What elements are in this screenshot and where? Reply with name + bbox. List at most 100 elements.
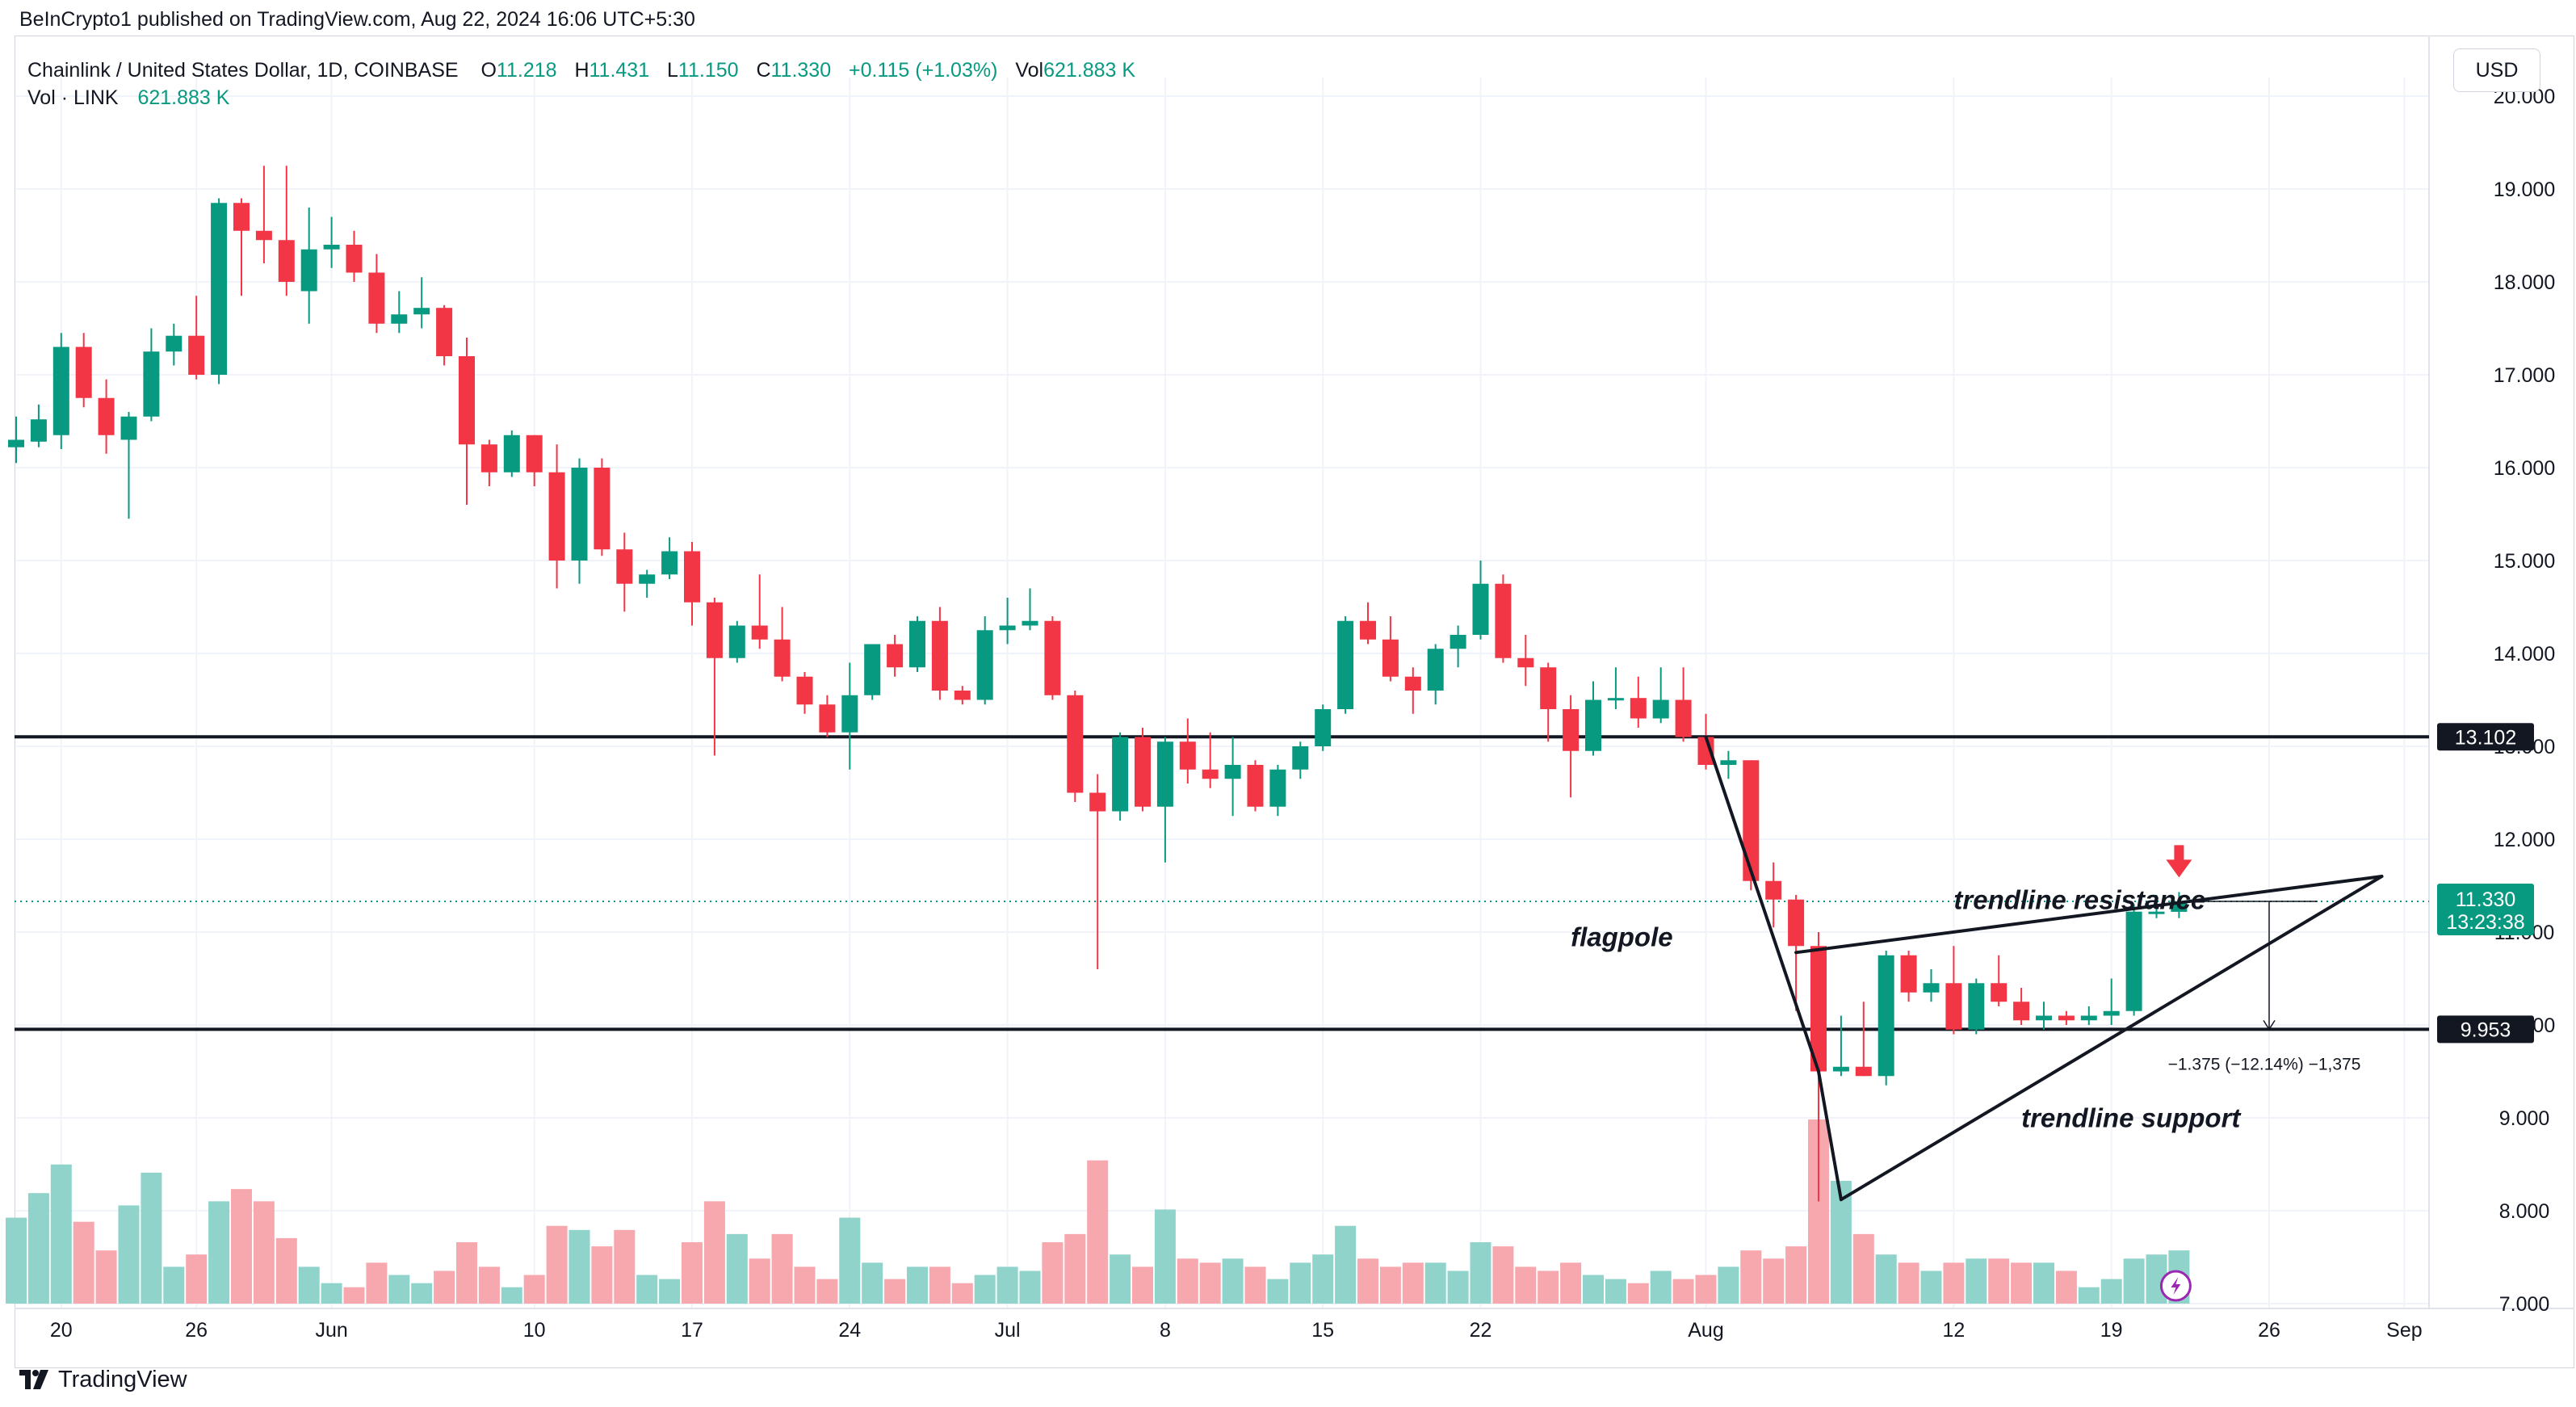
candle-body [1269, 769, 1286, 807]
candle-body [526, 435, 543, 472]
candle-body [1923, 983, 1940, 993]
currency-button[interactable]: USD [2453, 48, 2540, 92]
volume-bar [1966, 1258, 1987, 1304]
volume-bar [231, 1189, 252, 1304]
volume-bar [1267, 1279, 1289, 1304]
candle-body [1292, 746, 1309, 770]
candle-body [2080, 1015, 2097, 1021]
price-tick-label: 18.000 [2494, 271, 2555, 294]
legend-volume-row: Vol · LINK 621.883 K [27, 84, 1135, 111]
trendline-flagpole[interactable] [1704, 735, 1820, 1073]
candle-body [2103, 1010, 2120, 1016]
volume-bar [1379, 1266, 1401, 1304]
volume-bar [411, 1283, 433, 1304]
volume-bar [1538, 1270, 1559, 1304]
volume-bar [974, 1275, 996, 1304]
candle-body [548, 472, 565, 561]
horizontal-level-tag-bg [2437, 1015, 2534, 1044]
candle-body [2036, 1015, 2052, 1021]
candle-body [1495, 583, 1512, 658]
volume-bar [186, 1254, 208, 1304]
candle-body [2148, 911, 2165, 914]
last-price-tag: 11.330 [2456, 888, 2516, 911]
volume-bar [1335, 1225, 1357, 1304]
volume-bar [2078, 1287, 2100, 1304]
legend-high-value: 11.431 [589, 59, 650, 82]
candle-body [98, 397, 115, 435]
candle-body [300, 249, 317, 292]
candle-body [211, 203, 228, 375]
volume-bar [1898, 1262, 1919, 1304]
price-tick-label: 9.000 [2499, 1107, 2550, 1130]
price-tick-label: 12.000 [2494, 829, 2555, 851]
price-tick-label: 15.000 [2494, 550, 2555, 573]
candle-body [1179, 741, 1196, 770]
volume-bar [163, 1266, 185, 1304]
time-tick-label: Sep [2386, 1319, 2422, 1342]
candle-body [346, 245, 363, 273]
volume-bar [951, 1283, 973, 1304]
trendline-flagpole-lower[interactable] [1817, 1069, 1843, 1202]
volume-bar [1064, 1233, 1086, 1304]
candle-body [2013, 1002, 2030, 1021]
price-tick-label: 8.000 [2499, 1200, 2550, 1223]
candle-body [864, 644, 881, 695]
volume-bar [839, 1217, 861, 1304]
volume-bar [1019, 1270, 1041, 1304]
time-tick-label: 24 [838, 1319, 861, 1342]
annotation-label: trendline resistance [1953, 884, 2205, 914]
volume-bar [1447, 1270, 1469, 1304]
candle-body [1112, 737, 1129, 812]
published-line: BeInCrypto1 published on TradingView.com… [19, 8, 695, 31]
time-tick-label: Jun [315, 1319, 347, 1342]
trendline-resistance[interactable] [1794, 875, 2384, 955]
candle-body [1089, 792, 1106, 812]
candle-body [1855, 1066, 1872, 1077]
volume-bar [591, 1246, 613, 1304]
candle-body [571, 468, 588, 561]
legend-symbol[interactable]: Chainlink / United States Dollar, 1D, CO… [27, 59, 459, 82]
candle-body [1135, 737, 1151, 807]
price-tick-label: 19.000 [2494, 178, 2555, 201]
candle-body [909, 620, 925, 668]
tradingview-logo[interactable]: TradingView [19, 1365, 187, 1394]
candle-body [143, 351, 160, 417]
legend-volume-indicator[interactable]: Vol · LINK [27, 86, 119, 109]
tradingview-logo-text: TradingView [58, 1366, 187, 1392]
time-tick-label: 15 [1311, 1319, 1334, 1342]
volume-bar [568, 1229, 590, 1304]
volume-bar [1199, 1262, 1221, 1304]
trendline-support[interactable] [1839, 875, 2384, 1202]
candle-body [1360, 620, 1376, 640]
candle-body [120, 416, 137, 440]
candle-body [976, 630, 993, 700]
time-tick-label: 8 [1160, 1319, 1171, 1342]
volume-bar [501, 1287, 522, 1304]
candle-body [1607, 698, 1624, 701]
candle-body [954, 691, 971, 700]
legend-open-label: O [480, 59, 497, 82]
chart-frame [15, 36, 2574, 1368]
candle-body [166, 335, 183, 352]
candle-body [413, 308, 430, 315]
volume-bar [118, 1205, 140, 1304]
volume-bar [794, 1266, 816, 1304]
volume-bar [1470, 1242, 1491, 1304]
signal-down-arrow-icon [2166, 845, 2192, 878]
volume-bar [862, 1262, 883, 1304]
legend-volume-label: Vol [1015, 59, 1044, 82]
volume-bar [636, 1275, 658, 1304]
candle-body [1900, 955, 1917, 993]
legend-low-value: 11.150 [678, 59, 739, 82]
time-tick-label: 20 [50, 1319, 73, 1342]
volume-bar [1718, 1266, 1739, 1304]
volume-bar [1312, 1254, 1334, 1304]
candle-body [841, 695, 858, 733]
volume-bar [1852, 1233, 1874, 1304]
volume-bar [884, 1279, 906, 1304]
tradingview-logo-icon [19, 1370, 48, 1389]
volume-bar [1920, 1270, 1942, 1304]
candle-body [1022, 620, 1038, 626]
volume-bar [726, 1233, 748, 1304]
